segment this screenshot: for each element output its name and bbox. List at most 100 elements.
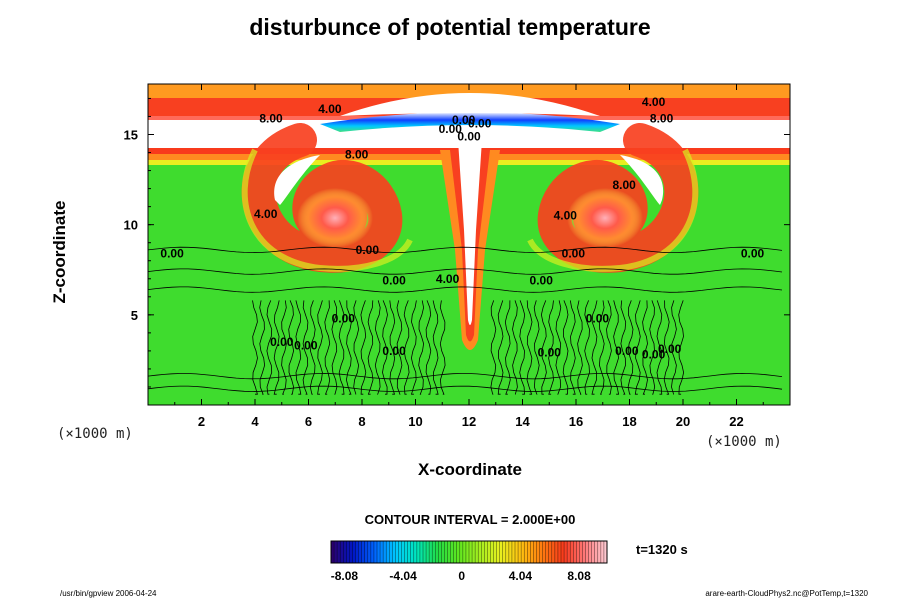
colorbar-cell	[515, 541, 519, 563]
heatmap-field	[148, 84, 790, 405]
contour-line	[148, 286, 783, 293]
contour-line	[439, 300, 446, 395]
x-tick-label: 20	[676, 414, 690, 429]
contour-line	[642, 300, 648, 395]
contour-line	[288, 300, 295, 395]
contour-line	[540, 300, 547, 395]
contour-line	[425, 300, 432, 395]
colorbar-cell	[487, 541, 491, 563]
colorbar-cell	[530, 541, 534, 563]
contour-label: 4.00	[642, 95, 666, 109]
contour-line	[281, 300, 287, 395]
time-label: t=1320 s	[636, 542, 688, 557]
colorbar-cell	[478, 541, 482, 563]
contour-line	[584, 300, 590, 395]
contour-label: 0.00	[615, 344, 639, 358]
colorbar-cell	[441, 541, 445, 563]
colorbar-cell	[358, 541, 362, 563]
x-tick-label: 4	[251, 414, 259, 429]
contour-line	[504, 300, 511, 395]
colorbar-cell	[367, 541, 372, 563]
contour-label: 0.00	[741, 247, 765, 261]
colorbar-cell	[579, 541, 583, 563]
colorbar-cell	[567, 541, 571, 563]
x-axis-unit: (×1000 m)	[706, 434, 782, 450]
contour-line	[148, 268, 783, 275]
contour-line	[396, 300, 403, 395]
contour-label: 0.00	[382, 274, 406, 288]
x-tick-label: 22	[729, 414, 743, 429]
contour-label: 0.00	[586, 311, 610, 325]
colorbar-cell	[410, 541, 415, 563]
colorbar-cell	[438, 541, 442, 563]
colorbar-cell	[557, 541, 562, 563]
contour-label: 0.00	[468, 117, 492, 131]
colorbar-cell	[496, 541, 500, 563]
colorbar-cell	[582, 541, 586, 563]
colorbar-cell	[603, 541, 608, 563]
colorbar: -8.08 -4.04 0 4.04 8.08	[330, 540, 608, 583]
colorbar-cell	[383, 541, 387, 563]
colorbar-tick-label: -8.08	[331, 569, 359, 583]
x-axis-label: X-coordinate	[418, 460, 522, 479]
contour-label: 8.00	[259, 111, 283, 125]
contour-line	[512, 300, 518, 395]
contour-line	[317, 300, 323, 395]
colorbar-tick-label: 0	[458, 569, 465, 583]
contour-line	[309, 300, 316, 395]
colorbar-cell	[481, 541, 485, 563]
colorbar-cell	[573, 541, 577, 563]
colorbar-cell	[423, 541, 427, 563]
y-tick-label: 15	[124, 127, 138, 142]
contour-line	[273, 300, 280, 395]
contour-line	[295, 300, 302, 395]
colorbar-cell	[585, 541, 589, 563]
colorbar-cell	[591, 541, 596, 563]
colorbar-cell	[334, 541, 338, 563]
colorbar-cell	[407, 541, 412, 563]
contour-line	[497, 300, 504, 395]
colorbar-cell	[465, 541, 470, 563]
axis-ticks: 2 4 6 8 10 12 14 16 18 20 22 5 10 15	[124, 84, 790, 429]
colorbar-cell	[597, 541, 602, 563]
colorbar-cell	[533, 541, 537, 563]
contour-line	[148, 372, 783, 380]
colorbar-cell	[377, 541, 381, 563]
x-tick-label: 14	[515, 414, 530, 429]
colorbar-frame	[330, 540, 608, 564]
contour-label: 0.00	[530, 274, 554, 288]
y-tick-label: 5	[131, 308, 138, 323]
colorbar-cell	[576, 541, 580, 563]
contour-line	[389, 300, 396, 395]
colorbar-cell	[373, 541, 378, 563]
x-tick-label: 8	[358, 414, 365, 429]
colorbar-cell	[453, 541, 458, 563]
colorbar-cell	[511, 541, 516, 563]
colorbar-cell	[499, 541, 504, 563]
colorbar-cell	[343, 541, 347, 563]
colorbar-cell	[355, 541, 359, 563]
contour-label: 0.00	[562, 247, 586, 261]
contour-line	[620, 300, 627, 395]
colorbar-cell	[600, 541, 605, 563]
footer-left: /usr/bin/gpview 2006-04-24	[60, 589, 157, 598]
colorbar-cell	[398, 541, 402, 563]
colorbar-cell	[444, 541, 448, 563]
colorbar-cell	[456, 541, 461, 563]
colorbar-cell	[364, 541, 369, 563]
contour-line	[649, 300, 656, 395]
colorbar-cell	[502, 541, 507, 563]
contour-line	[519, 300, 526, 395]
contour-line	[410, 300, 417, 395]
contour-line	[663, 300, 670, 395]
colorbar-cell	[524, 541, 528, 563]
contour-line	[555, 300, 562, 395]
colorbar-cell	[361, 541, 366, 563]
contour-line	[656, 300, 663, 395]
contour-label: 0.00	[538, 346, 562, 360]
contour-line	[613, 300, 620, 395]
colorbar-cell	[447, 541, 451, 563]
colorbar-cell	[570, 541, 574, 563]
colorbar-cell	[521, 541, 525, 563]
contour-line	[562, 300, 569, 395]
